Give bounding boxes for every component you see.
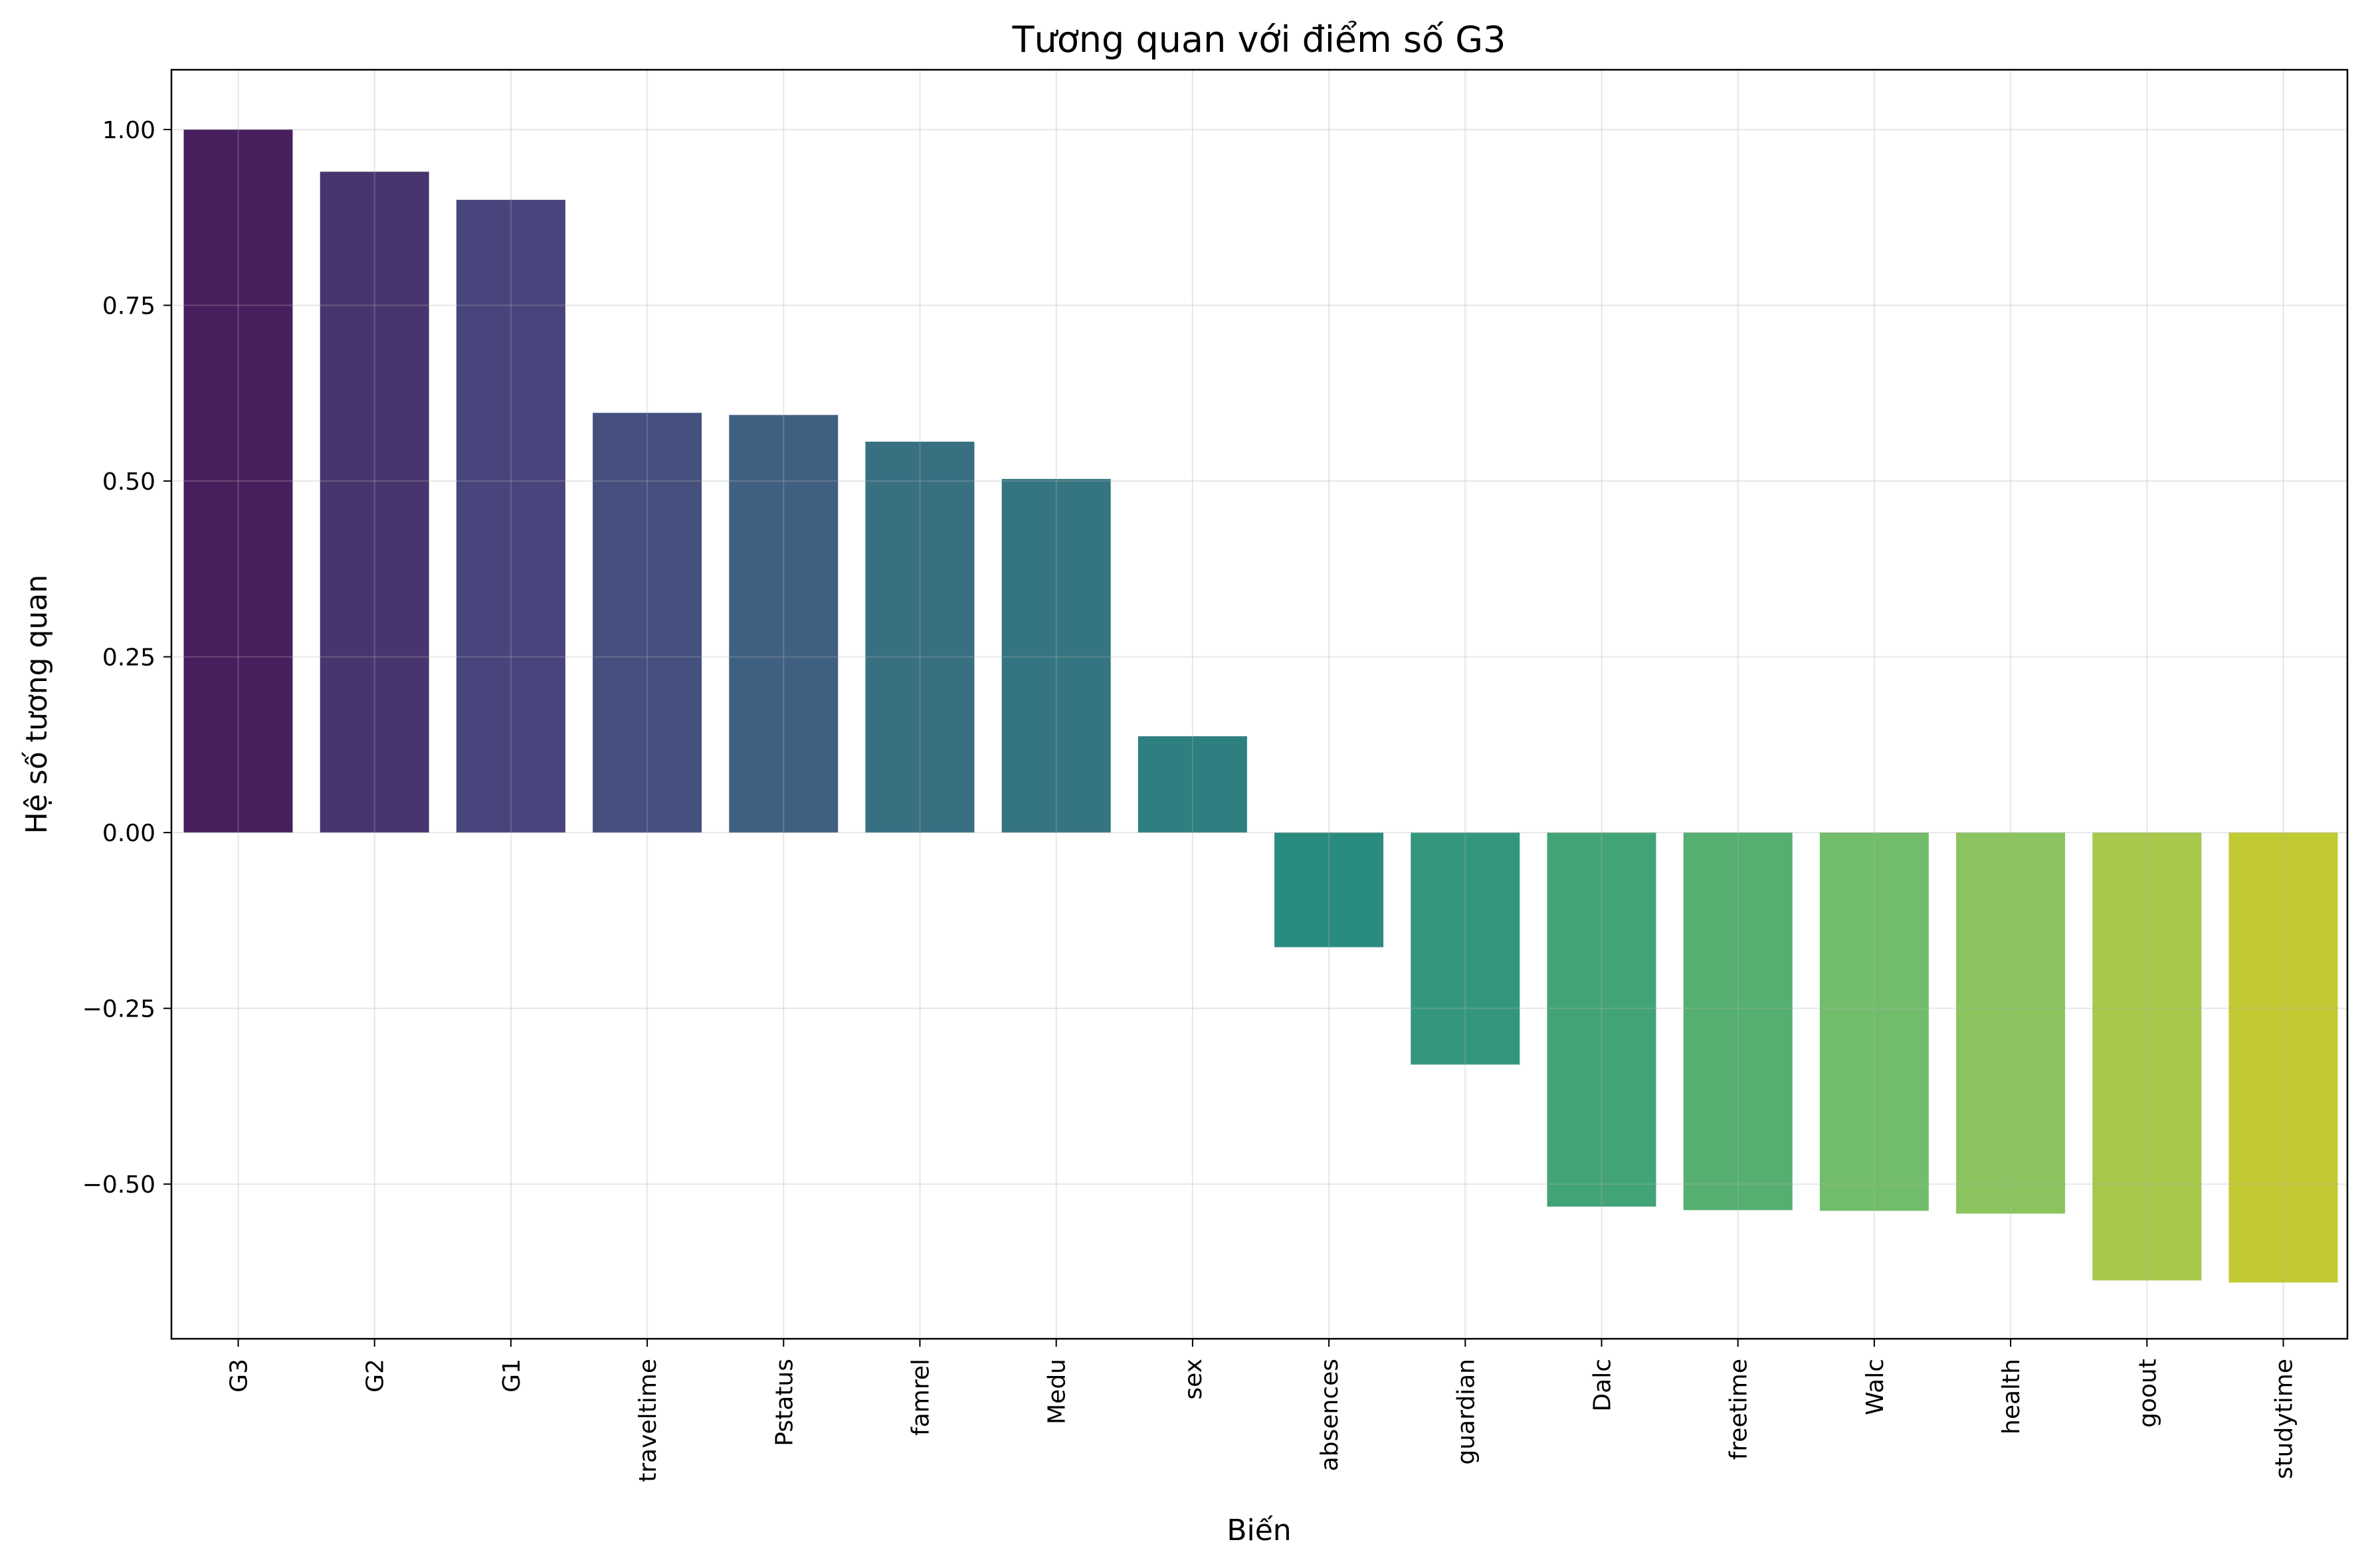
x-tick-label-G1: G1 <box>498 1359 526 1393</box>
y-tick-label: 0.50 <box>102 468 155 496</box>
x-tick-label-health: health <box>1998 1359 2025 1434</box>
bar-Walc <box>1819 833 1929 1211</box>
x-tick-label-Medu: Medu <box>1044 1359 1071 1424</box>
x-tick-label-Walc: Walc <box>1862 1359 1889 1415</box>
bar-guardian <box>1411 833 1520 1065</box>
bar-G3 <box>183 129 293 833</box>
x-tick-label-famrel: famrel <box>908 1359 935 1436</box>
x-tick-label-traveltime: traveltime <box>635 1359 662 1482</box>
grid-lines <box>171 70 2347 1339</box>
x-tick-label-sex: sex <box>1180 1359 1207 1400</box>
x-tick-label-absences: absences <box>1316 1359 1343 1471</box>
bar-freetime <box>1683 833 1793 1211</box>
bars <box>183 129 2338 1283</box>
x-tick-label-guardian: guardian <box>1452 1359 1480 1465</box>
x-tick-label-goout: goout <box>2134 1359 2161 1428</box>
y-tick-label: 1.00 <box>102 117 155 144</box>
y-tick-label: −0.25 <box>82 996 155 1023</box>
bar-Pstatus <box>729 415 839 833</box>
bar-G2 <box>320 171 429 833</box>
bar-absences <box>1274 833 1384 947</box>
x-tick-label-G3: G3 <box>226 1359 253 1393</box>
y-axis-label: Hệ số tương quan <box>20 575 54 834</box>
bar-Dalc <box>1547 833 1656 1207</box>
y-tick-label: −0.50 <box>82 1171 155 1199</box>
chart-title: Tương quan với điểm số G3 <box>1012 19 1506 60</box>
bar-studytime <box>2228 833 2338 1283</box>
x-axis-label: Biến <box>1227 1514 1291 1547</box>
y-tick-label: 0.75 <box>102 292 155 320</box>
bar-Medu <box>1001 478 1111 833</box>
y-axis-ticks: 1.00 0.75 0.50 0.25 0.00 −0.25 −0.50 <box>82 117 171 1199</box>
y-tick-label: 0.25 <box>102 644 155 672</box>
x-tick-label-Pstatus: Pstatus <box>771 1359 798 1446</box>
plot-frame <box>170 68 2349 1340</box>
bar-famrel <box>865 441 975 833</box>
bar-G1 <box>456 199 565 833</box>
bar-health <box>1956 833 2066 1214</box>
bar-goout <box>2092 833 2202 1281</box>
bar-sex <box>1137 736 1247 833</box>
x-tick-label-Dalc: Dalc <box>1589 1359 1617 1412</box>
x-tick-label-freetime: freetime <box>1726 1359 1753 1460</box>
x-tick-label-G2: G2 <box>362 1359 389 1393</box>
x-axis-ticks: G3 G2 G1 traveltime Pstatus famrel Medu sex abse… <box>226 1339 2298 1482</box>
bar-traveltime <box>593 413 702 833</box>
x-tick-label-studytime: studytime <box>2271 1359 2298 1479</box>
y-tick-label: 0.00 <box>102 820 155 847</box>
